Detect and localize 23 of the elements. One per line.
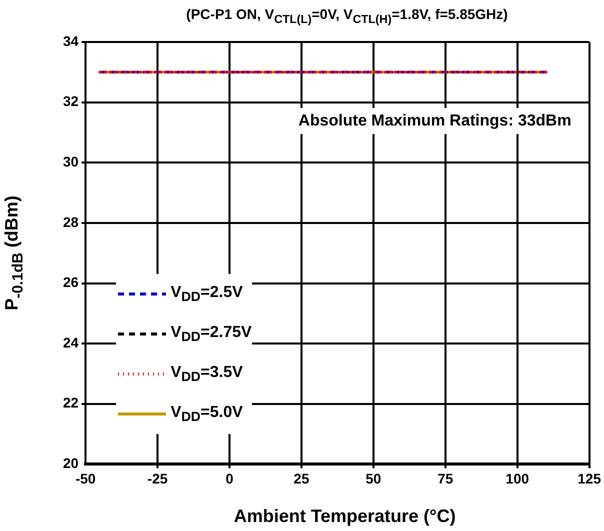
y-tick-label: 30 (62, 153, 79, 170)
x-tick-label: 75 (438, 470, 454, 486)
y-tick-label: 24 (62, 334, 79, 350)
x-tick-label: 125 (578, 470, 602, 486)
y-tick-label: 34 (62, 32, 79, 49)
chart-title: (PC-P1 ON, V$_{CTL(L)}$=0V, V$_{CTL(H)}$=1.8V, f=5.85GHz) (185, 6, 509, 26)
x-tick-label: -25 (147, 470, 168, 486)
y-tick-label: 28 (62, 214, 79, 230)
x-tick-label: 50 (366, 470, 382, 486)
x-axis-title: Ambient Temperature (°C) (232, 506, 457, 527)
x-tick-label: 25 (294, 470, 310, 486)
legend-label: V$_{DD}$=5.0V (170, 404, 243, 424)
legend-label: V$_{DD}$=3.5V (170, 364, 243, 384)
x-tick-label: -50 (75, 470, 96, 486)
y-tick-label: 22 (62, 394, 79, 411)
x-tick-label: 0 (226, 470, 234, 486)
annotation: Absolute Maximum Ratings: 33dBm (298, 112, 572, 130)
y-tick-label: 20 (62, 455, 79, 472)
y-tick-label: 32 (62, 93, 79, 110)
legend-label: V$_{DD}$=2.75V (170, 324, 252, 344)
x-tick-label: 100 (506, 470, 530, 486)
legend-label: V$_{DD}$=2.5V (170, 284, 243, 304)
y-tick-label: 26 (62, 274, 79, 290)
